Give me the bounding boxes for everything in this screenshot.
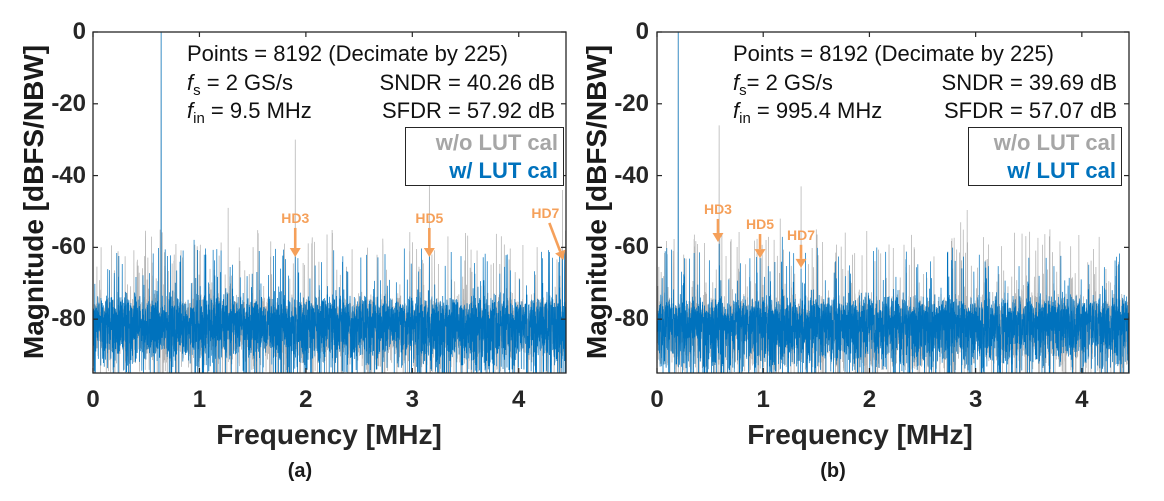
y-tick-label: -40 [614,161,649,189]
legend: w/o LUT cal w/ LUT cal [968,127,1122,186]
fs-value: = 2 GS/s [746,70,833,95]
legend-entry-with-cal: w/ LUT cal [1007,158,1116,183]
series-line-with-cal [93,32,566,373]
x-tick-label: 4 [1075,386,1089,413]
x-tick-label: 1 [192,386,207,413]
fin-subscript: in [739,110,751,127]
y-axis-label: Magnitude [dBFS/NBW] [581,44,612,360]
arrow-head-icon [289,248,301,258]
annotation-hd5: HD5 [746,216,774,259]
legend-entry-without-cal: w/o LUT cal [435,130,558,155]
y-tick-label: -60 [614,233,649,261]
fs-value: = 2 GS/s [200,70,293,95]
x-tick-label: 0 [650,386,664,413]
plot-b: HD3 HD5 HD7 [656,31,1130,374]
sample-rate-text: fs= 2 GS/s [733,70,833,98]
fin-symbol: f [187,98,194,123]
x-tick-label: 4 [512,386,526,413]
legend: w/o LUT cal w/ LUT cal [405,127,564,186]
input-frequency-text: fin = 9.5 MHz [187,98,312,126]
annotation-label: HD3 [281,210,309,226]
fs-symbol: f [187,70,194,95]
fin-value: = 9.5 MHz [204,98,312,123]
x-axis-label: Frequency [MHz] [747,419,973,450]
x-tick-label: 1 [756,386,770,413]
fin-symbol: f [733,98,740,123]
annotation-label: HD7 [787,227,815,243]
annotation-label: HD3 [704,201,732,217]
y-tick-label: 0 [72,18,86,45]
points-text: Points = 8192 (Decimate by 225) [733,41,1055,66]
points-text: Points = 8192 (Decimate by 225) [187,41,509,66]
annotation-arrow-shaft [548,222,562,252]
annotation-hd3: HD3 [281,210,309,258]
sfdr-text: SFDR = 57.92 dB [381,98,555,123]
y-tick-label: -20 [614,89,649,117]
axes-box [656,31,1130,374]
arrow-head-icon [423,248,435,258]
y-tick-label: -80 [51,305,86,333]
y-tick-label: 0 [635,18,649,45]
legend-entry-with-cal: w/ LUT cal [449,158,558,183]
sfdr-text: SFDR = 57.07 dB [943,98,1117,123]
panel-label: (b) [820,460,846,482]
axes-box [92,31,567,374]
arrow-head-icon [555,249,566,260]
y-tick-label: -60 [51,233,86,261]
fin-subscript: in [193,110,205,127]
annotation-label: HD7 [531,205,559,221]
arrow-head-icon [795,258,807,268]
sndr-text: SNDR = 40.26 dB [379,70,555,95]
sndr-text: SNDR = 39.69 dB [941,70,1117,95]
arrow-head-icon [712,232,724,242]
x-tick-label: 2 [862,386,877,413]
y-tick-label: -80 [614,305,649,333]
x-tick-label: 0 [86,386,100,413]
legend-entry-without-cal: w/o LUT cal [993,130,1116,155]
x-axis-label: Frequency [MHz] [216,419,442,450]
annotation-hd5: HD5 [415,210,444,258]
plot-a: HD3 HD5 HD7 [92,31,567,374]
annotation-hd7: HD7 [531,205,566,260]
series-line-with-cal [657,32,1129,373]
fin-value: = 995.4 MHz [750,98,883,123]
fs-subscript: s [739,82,747,99]
sample-rate-text: fs = 2 GS/s [187,70,293,98]
y-axis-label: Magnitude [dBFS/NBW] [18,44,49,360]
panel-label: (a) [287,460,313,482]
x-tick-label: 2 [299,386,313,413]
fs-subscript: s [193,82,201,99]
fs-symbol: f [733,70,740,95]
y-tick-label: -40 [51,161,86,189]
x-tick-label: 3 [405,386,419,413]
input-frequency-text: fin = 995.4 MHz [733,98,883,126]
y-tick-label: -20 [51,89,86,117]
annotation-label: HD5 [415,210,443,226]
x-tick-label: 3 [968,386,983,413]
arrow-head-icon [754,249,766,259]
annotation-label: HD5 [746,216,774,232]
annotation-hd3: HD3 [704,201,732,242]
annotation-hd7: HD7 [787,227,815,268]
